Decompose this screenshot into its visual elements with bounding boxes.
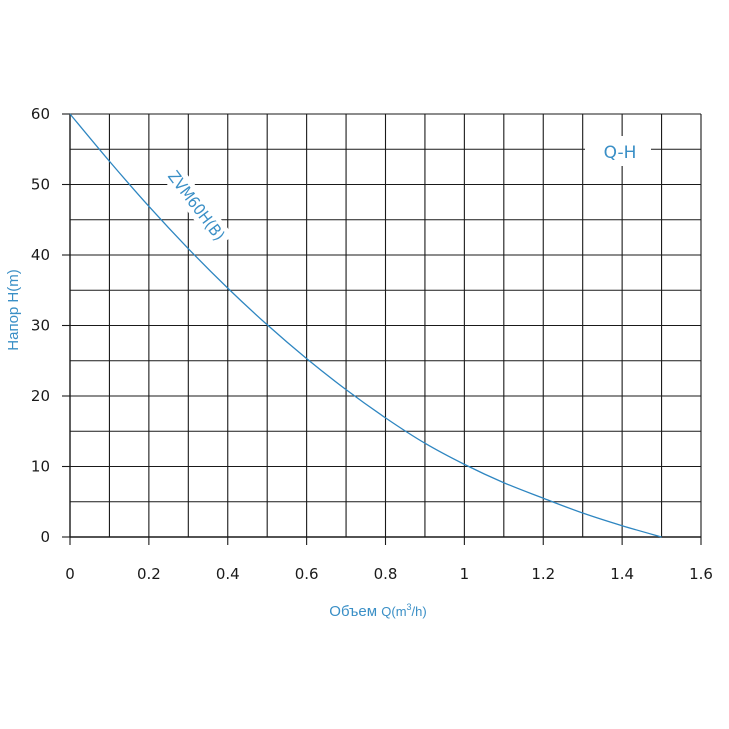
- y-tick-label: 0: [40, 528, 50, 546]
- x-axis-ticks: 0 0.2 0.4 0.6 0.8 1 1.2 1.4 1.6: [65, 537, 713, 583]
- legend-box-background: [585, 136, 651, 166]
- x-tick-label: 0.8: [374, 565, 398, 583]
- x-tick-label: 1: [460, 565, 470, 583]
- x-axis-label: Объем Q(m3/h): [329, 602, 426, 620]
- curve-label-background: [160, 162, 234, 249]
- y-tick-label: 60: [31, 105, 50, 123]
- x-tick-label: 1.4: [610, 565, 634, 583]
- x-tick-label: 0.6: [295, 565, 319, 583]
- legend-qh: Q-H: [604, 143, 637, 163]
- x-tick-label: 0.4: [216, 565, 240, 583]
- y-tick-label: 50: [31, 176, 50, 194]
- x-axis-label-end: /h): [412, 604, 427, 619]
- y-axis-ticks: 0 10 20 30 40 50 60: [31, 105, 70, 546]
- x-axis-label-main: Объем: [329, 603, 377, 620]
- y-tick-label: 40: [31, 246, 50, 264]
- x-axis-label-sup: 3: [407, 602, 412, 612]
- x-tick-label: 0.2: [137, 565, 161, 583]
- x-tick-label: 0: [65, 565, 75, 583]
- x-axis-label-unit: Q(m: [381, 604, 406, 619]
- x-tick-label: 1.6: [689, 565, 713, 583]
- y-tick-label: 10: [31, 458, 50, 476]
- x-tick-label: 1.2: [531, 565, 555, 583]
- y-tick-label: 20: [31, 387, 50, 405]
- y-axis-label: Напор H(m): [5, 269, 22, 350]
- y-tick-label: 30: [31, 317, 50, 335]
- series-curve-zvm60hb: [69, 113, 662, 538]
